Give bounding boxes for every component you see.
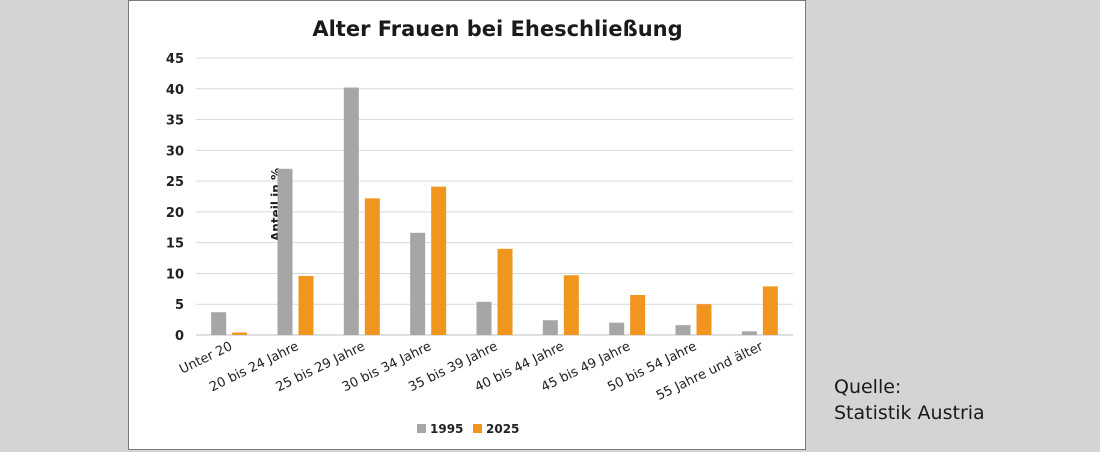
bar-1995-5 bbox=[542, 320, 558, 335]
source-note: Quelle: Statistik Austria bbox=[834, 374, 985, 426]
chart-title: Alter Frauen bei Eheschließung bbox=[312, 17, 682, 41]
bar-2025-7 bbox=[696, 304, 712, 335]
x-tick-label-8: 55 Jahre und älter bbox=[654, 339, 766, 404]
bar-2025-2 bbox=[364, 198, 380, 335]
bar-2025-8 bbox=[762, 286, 778, 335]
bar-1995-0 bbox=[211, 312, 227, 335]
bar-1995-4 bbox=[476, 301, 492, 335]
y-tick-label-15: 15 bbox=[166, 237, 184, 252]
bar-1995-7 bbox=[675, 325, 691, 335]
source-name: Statistik Austria bbox=[834, 402, 985, 424]
bar-1995-2 bbox=[343, 87, 359, 336]
bar-1995-3 bbox=[410, 232, 426, 335]
y-tick-label-40: 40 bbox=[166, 83, 184, 98]
legend-swatch-2025 bbox=[473, 424, 482, 433]
bar-1995-8 bbox=[741, 331, 757, 335]
legend-label-2025: 2025 bbox=[486, 422, 519, 436]
y-tick-label-20: 20 bbox=[166, 206, 184, 221]
y-tick-label-25: 25 bbox=[166, 175, 184, 190]
bar-2025-0 bbox=[232, 332, 248, 335]
legend-label-1995: 1995 bbox=[430, 422, 463, 436]
chart-panel: Alter Frauen bei Eheschließung 0 5 10 15 20 25… bbox=[128, 0, 806, 450]
bar-2025-3 bbox=[431, 186, 447, 335]
y-tick-label-5: 5 bbox=[175, 298, 184, 313]
y-tick-label-0: 0 bbox=[175, 329, 184, 344]
y-tick-label-30: 30 bbox=[166, 144, 184, 159]
bar-1995-6 bbox=[609, 322, 625, 335]
bar-2025-1 bbox=[298, 275, 314, 335]
legend-swatch-1995 bbox=[417, 424, 426, 433]
y-tick-label-45: 45 bbox=[166, 52, 184, 67]
source-label: Quelle: bbox=[834, 376, 902, 398]
chart: Alter Frauen bei Eheschließung0510152025… bbox=[166, 17, 793, 436]
bar-2025-6 bbox=[630, 294, 646, 335]
y-tick-label-35: 35 bbox=[166, 114, 184, 129]
bar-2025-4 bbox=[497, 248, 513, 335]
bar-2025-5 bbox=[563, 275, 579, 335]
bar-1995-1 bbox=[277, 168, 293, 335]
y-tick-label-10: 10 bbox=[166, 267, 184, 282]
